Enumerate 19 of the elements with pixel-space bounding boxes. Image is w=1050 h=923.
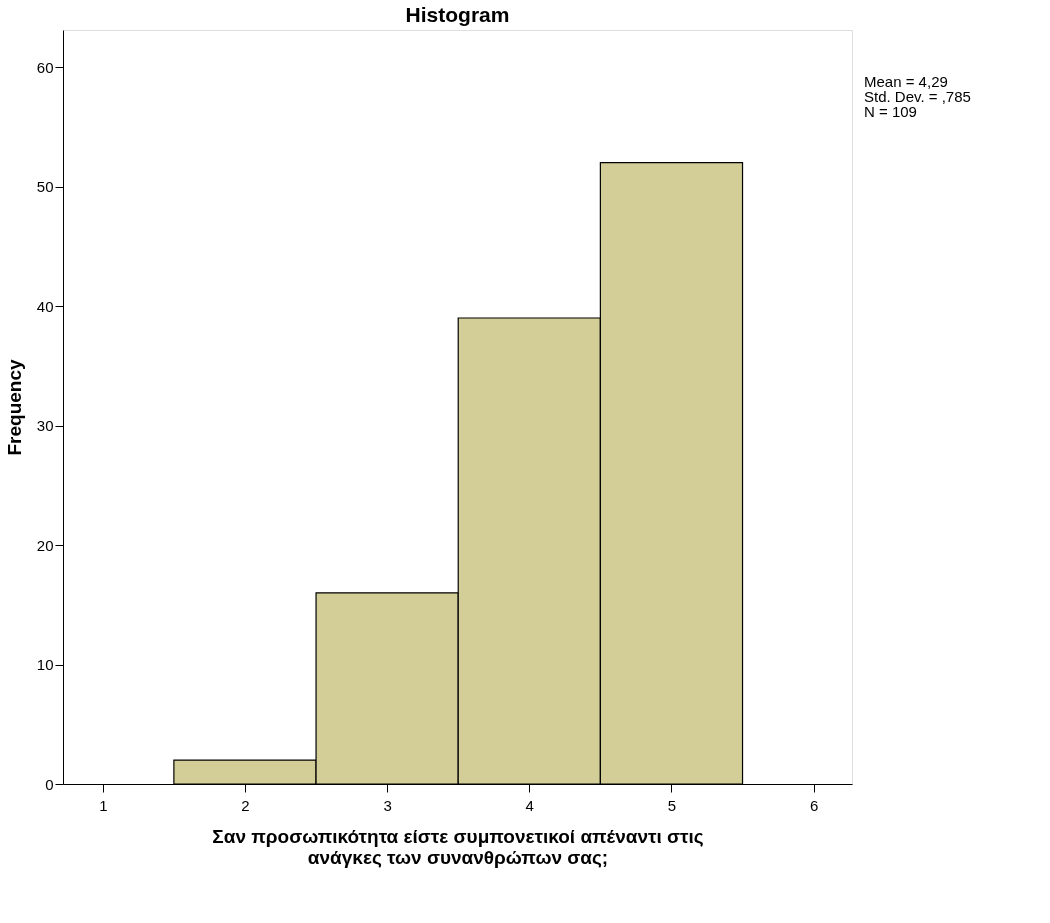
y-tick-label: 60 — [36, 58, 54, 76]
x-tick-label: 2 — [241, 796, 250, 814]
y-tick-label: 50 — [36, 178, 54, 196]
text: N = 109 — [864, 103, 917, 120]
y-tick-label: 10 — [36, 656, 54, 674]
x-tick-label: 6 — [809, 796, 819, 814]
x-tick-label: 4 — [525, 796, 534, 814]
x-tick-label: 3 — [383, 796, 392, 814]
y-tick-label: 30 — [36, 417, 54, 435]
text: Mean = 4,29 — [864, 73, 948, 90]
y-tick-label: 20 — [36, 536, 54, 554]
chart-title: Histogram — [405, 3, 510, 26]
y-axis-title: Frequency — [3, 359, 25, 456]
x-tick-label: 5 — [667, 796, 677, 814]
y-tick-label: 40 — [36, 297, 54, 315]
x-tick-label: 1 — [99, 796, 108, 814]
y-tick-label: 0 — [45, 775, 54, 793]
x-axis-title: Σαν προσωπικότητα είστε συμπονετικοί απέναντι στις ανάγκες των συνανθρώπων σας; — [212, 825, 704, 868]
text: Std. Dev. = ,785 — [864, 88, 971, 105]
